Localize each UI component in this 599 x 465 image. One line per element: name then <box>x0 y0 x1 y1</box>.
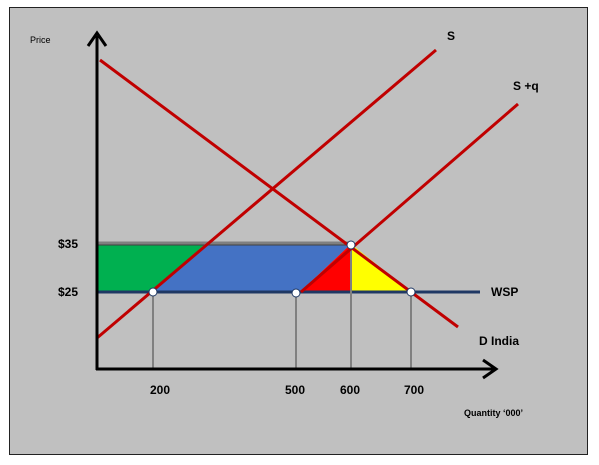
qty-tick-700: 700 <box>404 383 425 397</box>
x-axis-label: Quantity ‘000’ <box>464 408 524 418</box>
point-600 <box>346 240 356 250</box>
point-200 <box>148 287 158 297</box>
qty-tick-500: 500 <box>285 383 306 397</box>
demand-curve-label: D India <box>479 334 520 348</box>
point-700 <box>406 287 416 297</box>
area-green <box>98 244 205 292</box>
price-label-35: $35 <box>58 237 79 251</box>
area-blue <box>153 244 351 292</box>
supply-curve-label: S <box>447 29 456 43</box>
supply-quota-curve-label: S +q <box>513 79 539 93</box>
world-price-label: WSP <box>491 285 519 299</box>
diagram-frame <box>9 7 588 455</box>
x-axis-arrow-icon <box>482 358 499 380</box>
qty-tick-200: 200 <box>150 383 171 397</box>
point-500 <box>291 288 301 298</box>
y-axis-arrow-icon <box>86 30 108 47</box>
supply-quota-curve <box>300 102 519 294</box>
qty-tick-600: 600 <box>340 383 361 397</box>
y-axis-label: Price <box>30 35 51 45</box>
supply-curve <box>96 48 437 340</box>
price-label-25: $25 <box>58 285 79 299</box>
demand-curve <box>99 58 459 329</box>
